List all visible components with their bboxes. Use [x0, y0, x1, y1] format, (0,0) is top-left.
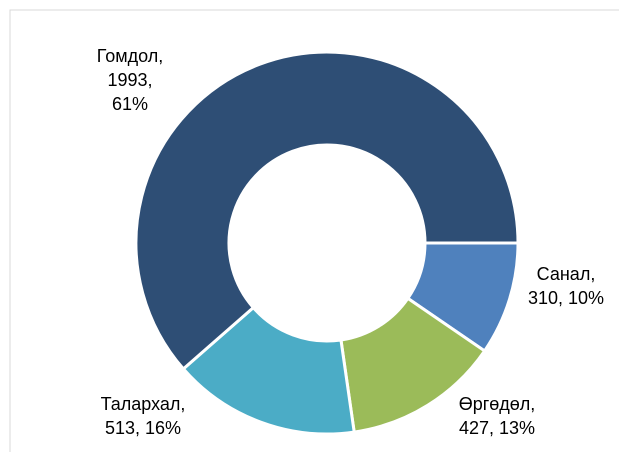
label-line: Гомдол,	[97, 46, 164, 66]
label-line: 427, 13%	[459, 418, 535, 438]
category-name: Гомдол	[97, 46, 159, 66]
separator: ,	[590, 264, 595, 284]
value-label: 513	[105, 418, 135, 438]
separator: ,	[489, 418, 494, 438]
label-line: 513, 16%	[105, 418, 181, 438]
value-label: 427	[459, 418, 489, 438]
percent-label: 13%	[499, 418, 535, 438]
separator: ,	[158, 46, 163, 66]
data-label: Талархал, 513, 16%	[101, 394, 186, 438]
separator: ,	[558, 288, 563, 308]
label-line: Өргөдөл,	[459, 394, 536, 414]
separator: ,	[180, 394, 185, 414]
separator: ,	[530, 394, 535, 414]
percent-label: 10%	[568, 288, 604, 308]
category-name: Санал	[537, 264, 591, 284]
separator: ,	[135, 418, 140, 438]
label-line: Талархал,	[101, 394, 186, 414]
data-label: Гомдол, 1993, 61%	[97, 46, 164, 114]
percent-label: 61%	[112, 94, 148, 114]
label-line: 1993,	[107, 70, 152, 90]
data-label: Санал, 310, 10%	[528, 264, 604, 308]
separator: ,	[148, 70, 153, 90]
label-line: 310, 10%	[528, 288, 604, 308]
value-label: 1993	[107, 70, 147, 90]
label-line: Санал,	[537, 264, 596, 284]
label-line: 61%	[112, 94, 148, 114]
donut-slice	[181, 305, 356, 436]
percent-label: 16%	[145, 418, 181, 438]
category-name: Талархал	[101, 394, 181, 414]
donut-slice	[134, 50, 520, 372]
value-label: 310	[528, 288, 558, 308]
category-name: Өргөдөл	[459, 394, 531, 414]
data-label: Өргөдөл, 427, 13%	[459, 394, 536, 438]
